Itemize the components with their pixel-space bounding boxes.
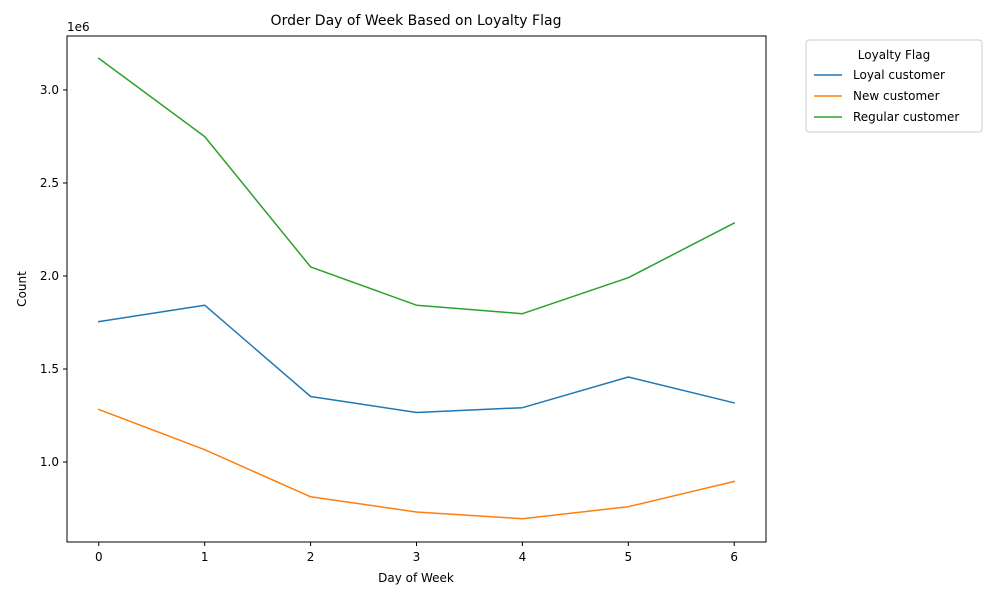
x-tick-label: 2 <box>307 550 315 564</box>
chart-title: Order Day of Week Based on Loyalty Flag <box>271 13 562 29</box>
x-tick-label: 0 <box>95 550 103 564</box>
y-offset-label: 1e6 <box>67 20 90 34</box>
x-tick-label: 3 <box>413 550 421 564</box>
y-tick-label: 1.5 <box>40 362 59 376</box>
legend-title: Loyalty Flag <box>858 48 930 62</box>
legend-label-regular-customer: Regular customer <box>853 110 959 124</box>
series-line-new-customer <box>97 408 736 520</box>
y-tick-label: 2.5 <box>40 176 59 190</box>
x-tick-label: 6 <box>730 550 738 564</box>
legend-frame <box>805 39 983 133</box>
x-axis: 0 1 2 3 4 5 6 <box>95 542 738 564</box>
x-axis-label: Day of Week <box>378 571 454 585</box>
legend-items: Loyal customer New customer Regular custom… <box>814 68 959 124</box>
legend-label-loyal-customer: Loyal customer <box>853 68 945 82</box>
y-axis: 1.0 1.5 2.0 2.5 3.0 <box>40 83 67 469</box>
legend-label-new-customer: New customer <box>853 89 940 103</box>
x-tick-label: 5 <box>624 550 632 564</box>
y-tick-label: 3.0 <box>40 83 59 97</box>
series-line-loyal-customer <box>97 304 736 414</box>
y-tick-label: 2.0 <box>40 269 59 283</box>
series-layer <box>97 57 736 520</box>
x-tick-label: 1 <box>201 550 209 564</box>
x-tick-label: 4 <box>519 550 527 564</box>
series-line-regular-customer <box>97 57 736 315</box>
y-axis-label: Count <box>15 271 29 307</box>
y-tick-label: 1.0 <box>40 455 59 469</box>
legend: Loyalty Flag Loyal customer New customer R… <box>805 39 983 133</box>
